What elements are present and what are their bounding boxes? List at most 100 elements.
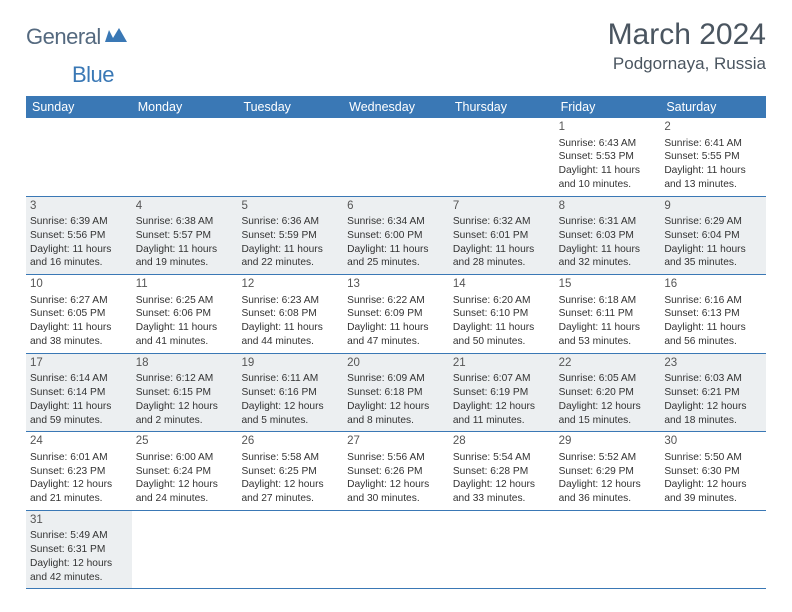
logo-text-2: Blue — [72, 62, 114, 87]
sunset: Sunset: 6:24 PM — [136, 465, 234, 479]
day-number: 27 — [347, 434, 445, 450]
day-12: 12Sunrise: 6:23 AMSunset: 6:08 PMDayligh… — [237, 275, 343, 353]
sunset: Sunset: 6:13 PM — [664, 307, 762, 321]
day-number: 13 — [347, 277, 445, 293]
day-number: 8 — [559, 199, 657, 215]
sunrise: Sunrise: 6:31 AM — [559, 215, 657, 229]
day-number: 24 — [30, 434, 128, 450]
sunset: Sunset: 6:15 PM — [136, 386, 234, 400]
sunrise: Sunrise: 6:05 AM — [559, 372, 657, 386]
sunset: Sunset: 6:20 PM — [559, 386, 657, 400]
day-30: 30Sunrise: 5:50 AMSunset: 6:30 PMDayligh… — [660, 432, 766, 510]
month-title: March 2024 — [608, 18, 766, 52]
day-9: 9Sunrise: 6:29 AMSunset: 6:04 PMDaylight… — [660, 197, 766, 275]
sunrise: Sunrise: 6:41 AM — [664, 137, 762, 151]
day-number: 9 — [664, 199, 762, 215]
daylight: Daylight: 11 hours and 22 minutes. — [241, 243, 339, 271]
day-number: 20 — [347, 356, 445, 372]
day-number: 23 — [664, 356, 762, 372]
empty-cell — [343, 118, 449, 196]
empty-cell — [449, 118, 555, 196]
sunrise: Sunrise: 6:20 AM — [453, 294, 551, 308]
daylight: Daylight: 12 hours and 18 minutes. — [664, 400, 762, 428]
day-18: 18Sunrise: 6:12 AMSunset: 6:15 PMDayligh… — [132, 354, 238, 432]
sunset: Sunset: 6:05 PM — [30, 307, 128, 321]
day-number: 11 — [136, 277, 234, 293]
week-row: 24Sunrise: 6:01 AMSunset: 6:23 PM Dayligh… — [26, 432, 766, 511]
sunset: Sunset: 6:26 PM — [347, 465, 445, 479]
day-27: 27Sunrise: 5:56 AMSunset: 6:26 PMDayligh… — [343, 432, 449, 510]
daylight: Daylight: 11 hours and 53 minutes. — [559, 321, 657, 349]
week-row: 1Sunrise: 6:43 AMSunset: 5:53 PMDaylight… — [26, 118, 766, 197]
daylight: Daylight: 12 hours and 11 minutes. — [453, 400, 551, 428]
empty-cell — [343, 511, 449, 589]
day-number: 15 — [559, 277, 657, 293]
day-26: 26Sunrise: 5:58 AMSunset: 6:25 PMDayligh… — [237, 432, 343, 510]
sunset: Sunset: 6:10 PM — [453, 307, 551, 321]
sunrise: Sunrise: 6:39 AM — [30, 215, 128, 229]
sunset: Sunset: 6:23 PM — [30, 465, 128, 479]
day-number: 5 — [241, 199, 339, 215]
daylight: Daylight: 12 hours and 33 minutes. — [453, 478, 551, 506]
sunrise: Sunrise: 6:12 AM — [136, 372, 234, 386]
daylight: Daylight: 11 hours and 10 minutes. — [559, 164, 657, 192]
day-22: 22Sunrise: 6:05 AMSunset: 6:20 PMDayligh… — [555, 354, 661, 432]
flag-icon — [105, 28, 127, 47]
day-number: 29 — [559, 434, 657, 450]
sunset: Sunset: 6:00 PM — [347, 229, 445, 243]
day-6: 6Sunrise: 6:34 AMSunset: 6:00 PMDaylight… — [343, 197, 449, 275]
sunset: Sunset: 6:30 PM — [664, 465, 762, 479]
empty-cell — [132, 511, 238, 589]
day-17: 17Sunrise: 6:14 AMSunset: 6:14 PMDayligh… — [26, 354, 132, 432]
day-number: 28 — [453, 434, 551, 450]
sunset: Sunset: 6:25 PM — [241, 465, 339, 479]
daylight: Daylight: 12 hours and 36 minutes. — [559, 478, 657, 506]
dow-monday: Monday — [132, 96, 238, 118]
sunset: Sunset: 6:18 PM — [347, 386, 445, 400]
sunrise: Sunrise: 6:23 AM — [241, 294, 339, 308]
sunrise: Sunrise: 6:34 AM — [347, 215, 445, 229]
sunset: Sunset: 6:14 PM — [30, 386, 128, 400]
empty-cell — [132, 118, 238, 196]
sunset: Sunset: 5:55 PM — [664, 150, 762, 164]
daylight: Daylight: 12 hours and 24 minutes. — [136, 478, 234, 506]
sunset: Sunset: 6:21 PM — [664, 386, 762, 400]
sunset: Sunset: 5:59 PM — [241, 229, 339, 243]
day-8: 8Sunrise: 6:31 AMSunset: 6:03 PMDaylight… — [555, 197, 661, 275]
day-23: 23Sunrise: 6:03 AMSunset: 6:21 PMDayligh… — [660, 354, 766, 432]
sunrise: Sunrise: 6:01 AM — [30, 451, 128, 465]
sunrise: Sunrise: 5:58 AM — [241, 451, 339, 465]
sunrise: Sunrise: 6:14 AM — [30, 372, 128, 386]
day-number: 4 — [136, 199, 234, 215]
sunrise: Sunrise: 6:07 AM — [453, 372, 551, 386]
dow-friday: Friday — [555, 96, 661, 118]
sunset: Sunset: 6:09 PM — [347, 307, 445, 321]
day-3: 3Sunrise: 6:39 AMSunset: 5:56 PMDaylight… — [26, 197, 132, 275]
sunrise: Sunrise: 6:38 AM — [136, 215, 234, 229]
sunset: Sunset: 6:28 PM — [453, 465, 551, 479]
sunrise: Sunrise: 5:52 AM — [559, 451, 657, 465]
sunset: Sunset: 6:06 PM — [136, 307, 234, 321]
day-number: 10 — [30, 277, 128, 293]
daylight: Daylight: 11 hours and 35 minutes. — [664, 243, 762, 271]
day-24: 24Sunrise: 6:01 AMSunset: 6:23 PMDayligh… — [26, 432, 132, 510]
week-row: 17Sunrise: 6:14 AMSunset: 6:14 PMDayligh… — [26, 354, 766, 433]
sunrise: Sunrise: 6:00 AM — [136, 451, 234, 465]
sunset: Sunset: 6:04 PM — [664, 229, 762, 243]
sunrise: Sunrise: 6:09 AM — [347, 372, 445, 386]
day-29: 29Sunrise: 5:52 AMSunset: 6:29 PMDayligh… — [555, 432, 661, 510]
empty-cell — [26, 118, 132, 196]
day-number: 16 — [664, 277, 762, 293]
day-28: 28Sunrise: 5:54 AMSunset: 6:28 PMDayligh… — [449, 432, 555, 510]
day-number: 14 — [453, 277, 551, 293]
day-number: 26 — [241, 434, 339, 450]
daylight: Daylight: 11 hours and 47 minutes. — [347, 321, 445, 349]
empty-cell — [555, 511, 661, 589]
daylight: Daylight: 12 hours and 30 minutes. — [347, 478, 445, 506]
daylight: Daylight: 11 hours and 13 minutes. — [664, 164, 762, 192]
daylight: Daylight: 11 hours and 56 minutes. — [664, 321, 762, 349]
day-7: 7Sunrise: 6:32 AMSunset: 6:01 PMDaylight… — [449, 197, 555, 275]
day-20: 20Sunrise: 6:09 AMSunset: 6:18 PMDayligh… — [343, 354, 449, 432]
day-number: 7 — [453, 199, 551, 215]
sunrise: Sunrise: 6:11 AM — [241, 372, 339, 386]
